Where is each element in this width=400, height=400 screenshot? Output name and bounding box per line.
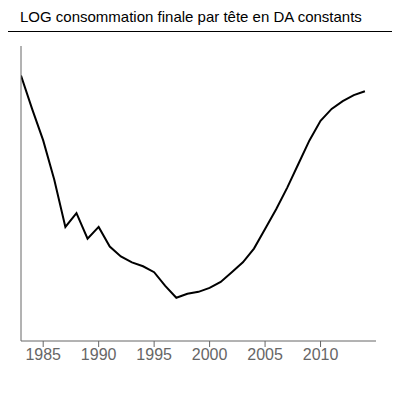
svg-text:2005: 2005 — [247, 346, 283, 363]
svg-text:2010: 2010 — [303, 346, 339, 363]
svg-text:1990: 1990 — [81, 346, 117, 363]
html-text:LOG consommation finale par tê: LOG consommation finale par tête en DA c… — [20, 8, 362, 25]
svg-text:1985: 1985 — [25, 346, 61, 363]
svg-text:2000: 2000 — [192, 346, 228, 363]
svg-text:1995: 1995 — [136, 346, 172, 363]
